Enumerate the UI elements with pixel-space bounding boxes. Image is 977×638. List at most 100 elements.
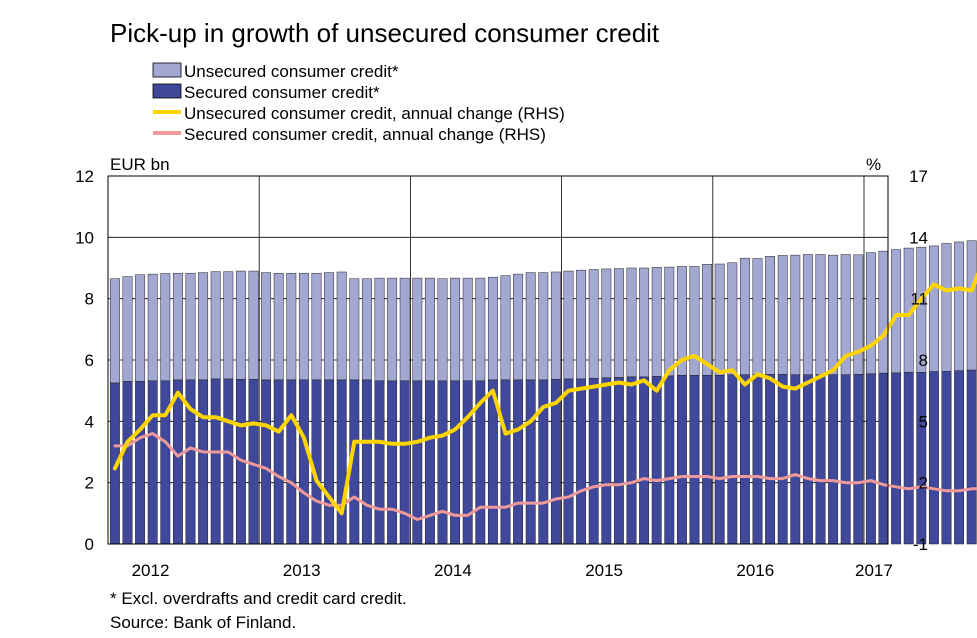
bar-unsecured	[311, 272, 322, 381]
bar-unsecured	[374, 277, 385, 382]
bar-unsecured	[500, 275, 511, 381]
bar-secured	[198, 379, 209, 545]
bar-secured	[361, 379, 372, 545]
bar-unsecured	[765, 256, 776, 375]
bar-secured	[588, 378, 599, 545]
bar-unsecured	[298, 272, 309, 381]
bar-secured	[135, 381, 146, 545]
bar-unsecured	[639, 267, 650, 378]
y-tick-label-right: 11	[910, 290, 928, 309]
x-tick-label: 2017	[855, 561, 893, 580]
bar-unsecured	[261, 272, 272, 381]
bar-unsecured	[450, 277, 461, 382]
bar-secured	[525, 379, 536, 545]
bar-unsecured	[891, 249, 902, 374]
bar-unsecured	[601, 268, 612, 379]
bar-secured	[727, 374, 738, 545]
bar-secured	[324, 379, 335, 545]
bar-secured	[172, 379, 183, 545]
bar-unsecured	[538, 272, 549, 381]
bar-secured	[576, 378, 587, 545]
y-tick-label-left: 0	[85, 535, 94, 554]
bar-unsecured	[777, 255, 788, 375]
bar-secured	[626, 376, 637, 545]
legend: Unsecured consumer credit* Secured consum…	[152, 62, 565, 144]
bar-unsecured	[412, 277, 423, 382]
legend-label: Unsecured consumer credit, annual change…	[184, 104, 565, 123]
bar-unsecured	[361, 278, 372, 381]
y-tick-label-right: -1	[913, 535, 928, 554]
legend-label: Secured consumer credit*	[184, 83, 380, 102]
bar-secured	[714, 375, 725, 545]
bar-secured	[865, 373, 876, 545]
bar-secured	[298, 379, 309, 545]
bar-secured	[651, 376, 662, 545]
bar-unsecured	[613, 268, 624, 378]
bar-unsecured	[273, 272, 284, 381]
bar-secured	[966, 369, 977, 545]
bar-secured	[336, 379, 347, 545]
bar-secured	[399, 380, 410, 545]
source-note: Source: Bank of Finland.	[110, 613, 296, 632]
legend-label: Secured consumer credit, annual change (…	[184, 125, 546, 144]
bar-secured	[500, 379, 511, 545]
right-axis-unit: %	[866, 155, 881, 174]
bar-unsecured	[475, 277, 486, 382]
bar-unsecured	[109, 278, 120, 384]
y-tick-label-right: 8	[919, 351, 928, 370]
bar-unsecured	[626, 267, 637, 378]
bar-unsecured	[525, 272, 536, 381]
bar-unsecured	[853, 254, 864, 375]
bar-unsecured	[550, 271, 561, 380]
bar-secured	[903, 372, 914, 545]
bar-secured	[777, 374, 788, 545]
footnote: * Excl. overdrafts and credit card credi…	[110, 589, 407, 608]
x-tick-label: 2014	[434, 561, 472, 580]
bar-unsecured	[828, 254, 839, 375]
bar-unsecured	[387, 277, 398, 382]
bar-unsecured	[576, 269, 587, 380]
bar-unsecured	[399, 277, 410, 382]
y-tick-label-right: 17	[909, 167, 928, 186]
bar-unsecured	[664, 266, 675, 377]
x-tick-label: 2016	[736, 561, 774, 580]
x-tick-label: 2015	[585, 561, 623, 580]
bar-unsecured	[588, 269, 599, 379]
bar-unsecured	[651, 267, 662, 377]
bar-secured	[840, 374, 851, 545]
legend-label: Unsecured consumer credit*	[184, 62, 399, 81]
bar-secured	[828, 374, 839, 545]
y-tick-label-left: 8	[85, 290, 94, 309]
y-tick-label-left: 6	[85, 351, 94, 370]
bar-secured	[286, 379, 297, 545]
bar-secured	[954, 370, 965, 545]
bar-unsecured	[336, 271, 347, 381]
bar-unsecured	[966, 240, 977, 371]
bar-unsecured	[702, 264, 713, 376]
bar-secured	[689, 375, 700, 545]
bar-secured	[639, 376, 650, 545]
bar-unsecured	[802, 254, 813, 375]
bar-secured	[374, 380, 385, 545]
bar-unsecured	[147, 273, 158, 382]
bar-unsecured	[349, 278, 360, 381]
bar-secured	[223, 378, 234, 545]
y-tick-label-right: 14	[909, 228, 928, 247]
bar-unsecured	[487, 276, 498, 381]
bar-unsecured	[865, 252, 876, 375]
bar-secured	[210, 378, 221, 545]
bar-secured	[664, 375, 675, 545]
bar-secured	[802, 374, 813, 545]
bar-secured	[790, 374, 801, 545]
y-tick-label-left: 4	[85, 412, 94, 431]
bar-secured	[424, 380, 435, 545]
bar-unsecured	[198, 272, 209, 381]
y-axis-right: -1 2 5 8 11 14 17	[909, 167, 928, 554]
bar-secured	[122, 381, 133, 545]
bar-secured	[147, 380, 158, 545]
bar-unsecured	[790, 254, 801, 375]
bar-secured	[261, 379, 272, 545]
bar-secured	[765, 374, 776, 545]
bar-secured	[853, 374, 864, 545]
